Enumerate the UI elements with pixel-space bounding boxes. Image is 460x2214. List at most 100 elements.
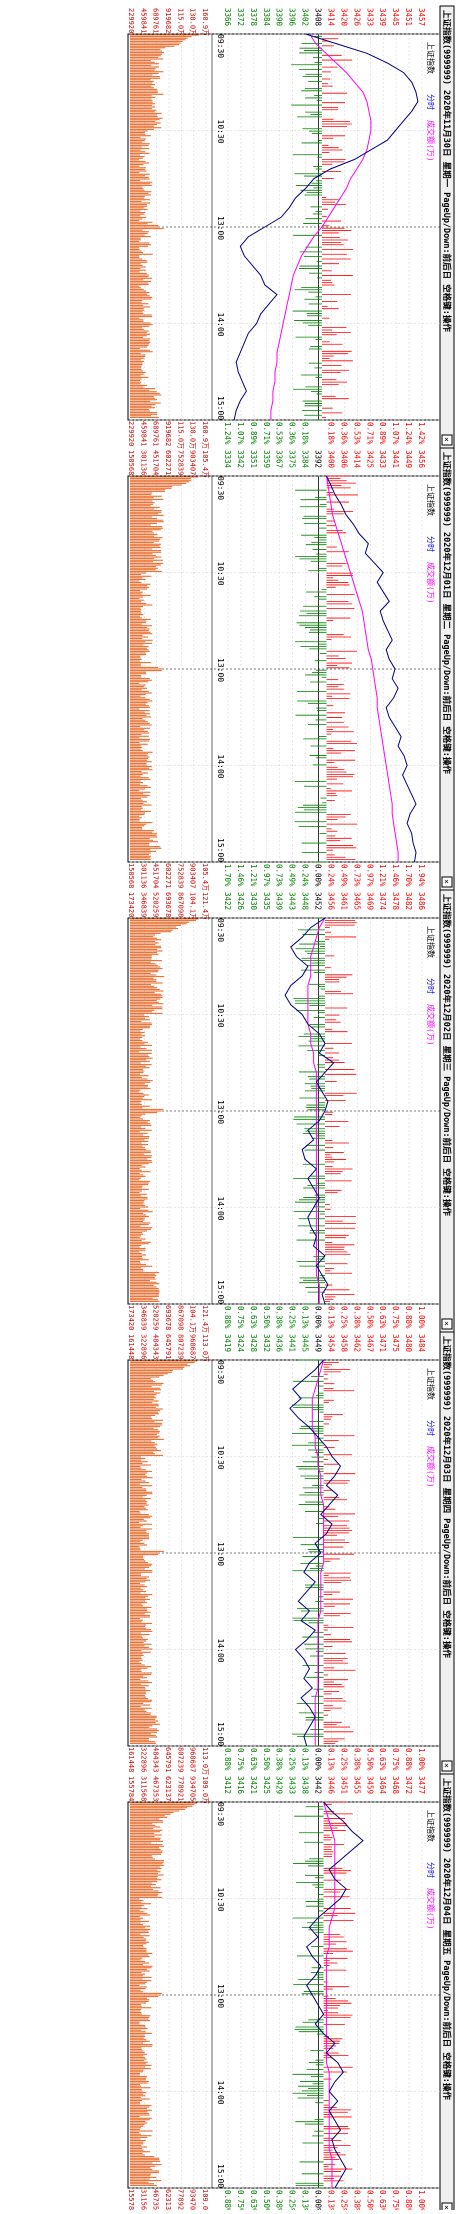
price-tick-label: 3451 (339, 1776, 348, 1794)
vol-tick-label: 121.4万 (201, 892, 209, 920)
price-tick-label: 3414 (326, 8, 335, 27)
pct-tick-label: 0.71% (262, 422, 271, 445)
vol-tick-label-right: 322896 (139, 1747, 147, 1772)
panel-title: 上证指数(999999) 2020年12月01日 星期二 PageUp/Down… (441, 452, 452, 774)
pct-tick-label: 0.25% (288, 1306, 297, 1329)
vol-tick-label: 229920 (127, 8, 135, 33)
avg-price-line (326, 475, 399, 862)
pct-tick-label: 0.63% (378, 1306, 387, 1329)
price-tick-label: 3448 (301, 892, 310, 911)
price-tick-label: 3454 (326, 1334, 335, 1353)
vol-tick-label: 807239 (176, 1334, 184, 1359)
price-tick-label: 3428 (249, 1334, 258, 1353)
pct-tick-label: 0.50% (365, 2190, 374, 2210)
price-tick-label: 3462 (352, 1334, 361, 1352)
legend-name: 上证指数 (426, 484, 436, 516)
vol-tick-label: 105.4万 (201, 450, 209, 478)
vol-tick-label: 459841 (139, 8, 147, 33)
time-tick-label: 09:30 (216, 918, 225, 942)
price-tick-label: 3449 (404, 450, 413, 468)
legend-volume: 成交额(万) (426, 1888, 436, 1930)
price-tick-label: 3342 (236, 450, 245, 468)
vol-tick-label-right: 113.0万 (201, 1747, 209, 1775)
time-tick-label: 14:00 (216, 313, 225, 337)
vol-tick-label: 138.0万 (189, 8, 197, 36)
price-tick-label: 3359 (262, 450, 271, 468)
vol-tick-label: 623137 (164, 1776, 172, 1801)
time-tick-label: 09:30 (216, 1360, 225, 1384)
price-tick-label: 3400 (326, 450, 335, 469)
price-line (326, 475, 417, 863)
pct-tick-label: 0.36% (339, 422, 348, 445)
close-button[interactable] (441, 434, 453, 446)
price-tick-label: 3468 (391, 1776, 400, 1795)
price-tick-label: 3406 (339, 450, 348, 469)
close-button[interactable] (441, 1318, 453, 1330)
vol-tick-label: 115.0万 (176, 8, 184, 36)
price-tick-label: 3432 (262, 1334, 271, 1352)
pct-tick-label: 0.13% (326, 1306, 335, 1329)
vol-tick-label: 301136 (139, 450, 147, 475)
panel-title: 上证指数(999999) 2020年12月03日 星期四 PageUp/Down… (441, 1336, 452, 1658)
pct-tick-label: 0.25% (288, 1748, 297, 1771)
price-tick-label: 3422 (223, 892, 232, 910)
pct-tick-label: 1.46% (236, 864, 245, 887)
pct-tick-label: 0.63% (378, 1748, 387, 1771)
time-tick-label: 09:30 (216, 1802, 225, 1826)
legend-volume: 成交额(万) (426, 1004, 436, 1046)
price-tick-label: 3351 (249, 450, 258, 468)
price-tick-label: 3478 (391, 892, 400, 911)
time-tick-label: 13:00 (216, 1542, 225, 1566)
legend-mode: 分时 (426, 1862, 436, 1878)
price-tick-label: 3435 (262, 892, 271, 910)
price-tick-label: 3458 (339, 1334, 348, 1353)
pct-tick-label: 0.75% (391, 1748, 400, 1771)
legend-name: 上证指数 (426, 1368, 436, 1400)
vol-tick-label-right: 311568 (139, 2189, 147, 2210)
pct-tick-label: 0.38% (275, 2190, 284, 2210)
price-tick-label: 3461 (339, 892, 348, 910)
legend-volume: 成交额(万) (426, 120, 436, 162)
pct-tick-label: 0.25% (288, 2190, 297, 2210)
legend-name: 上证指数 (426, 1810, 436, 1842)
pct-tick-label: 0.75% (391, 1306, 400, 1329)
time-tick-label: 09:30 (216, 34, 225, 58)
pct-tick-label: 1.21% (249, 864, 258, 887)
legend-name: 上证指数 (426, 926, 436, 958)
vol-tick-label-right: 173420 (127, 1305, 135, 1330)
vol-tick-label-right: 301136 (139, 863, 147, 888)
close-button[interactable] (441, 1760, 453, 1772)
avg-price-line (323, 1801, 336, 2188)
chart-panel: 上证指数(999999) 2020年12月03日 星期四 PageUp/Down… (127, 1331, 455, 1775)
pct-tick-label: 0.71% (365, 422, 374, 445)
price-tick-label: 3390 (275, 8, 284, 27)
pct-tick-label: 0.50% (365, 1748, 374, 1771)
pct-tick-label: 0.38% (352, 1748, 361, 1771)
pct-tick-label: 0.75% (236, 1748, 245, 1771)
pct-tick-label: 0.49% (339, 864, 348, 887)
pct-tick-label: 0.00% (314, 864, 323, 887)
pct-tick-label: 0.73% (352, 864, 361, 887)
pct-tick-label: 1.70% (223, 864, 232, 887)
vol-tick-label-right: 645791 (164, 1747, 172, 1772)
time-tick-label: 13:00 (216, 216, 225, 240)
price-tick-label: 3416 (236, 1776, 245, 1795)
price-line (233, 33, 419, 421)
legend-mode: 分时 (426, 1420, 436, 1436)
pct-tick-label: 1.24% (223, 422, 232, 445)
time-tick-label: 15:00 (216, 838, 225, 862)
pct-tick-label: 0.97% (365, 864, 374, 887)
panel-title: 上证指数(999999) 2020年12月02日 星期三 PageUp/Down… (441, 894, 452, 1216)
pct-tick-label: 0.75% (236, 2190, 245, 2210)
pct-tick-label: 1.21% (378, 864, 387, 887)
pct-tick-label: 0.89% (249, 422, 258, 445)
pct-tick-label: 0.88% (404, 2190, 413, 2210)
close-button[interactable] (441, 876, 453, 888)
price-tick-label: 3384 (262, 8, 271, 27)
price-tick-label: 3436 (275, 1334, 284, 1353)
vol-tick-label: 109.0万 (201, 1776, 209, 1804)
pct-tick-label: 0.36% (288, 422, 297, 445)
panel-title: 上证指数(999999) 2020年12月04日 星期五 PageUp/Down… (441, 1778, 452, 2100)
price-tick-label: 3445 (301, 1334, 310, 1352)
vol-tick-label-right: 229920 (127, 421, 135, 446)
